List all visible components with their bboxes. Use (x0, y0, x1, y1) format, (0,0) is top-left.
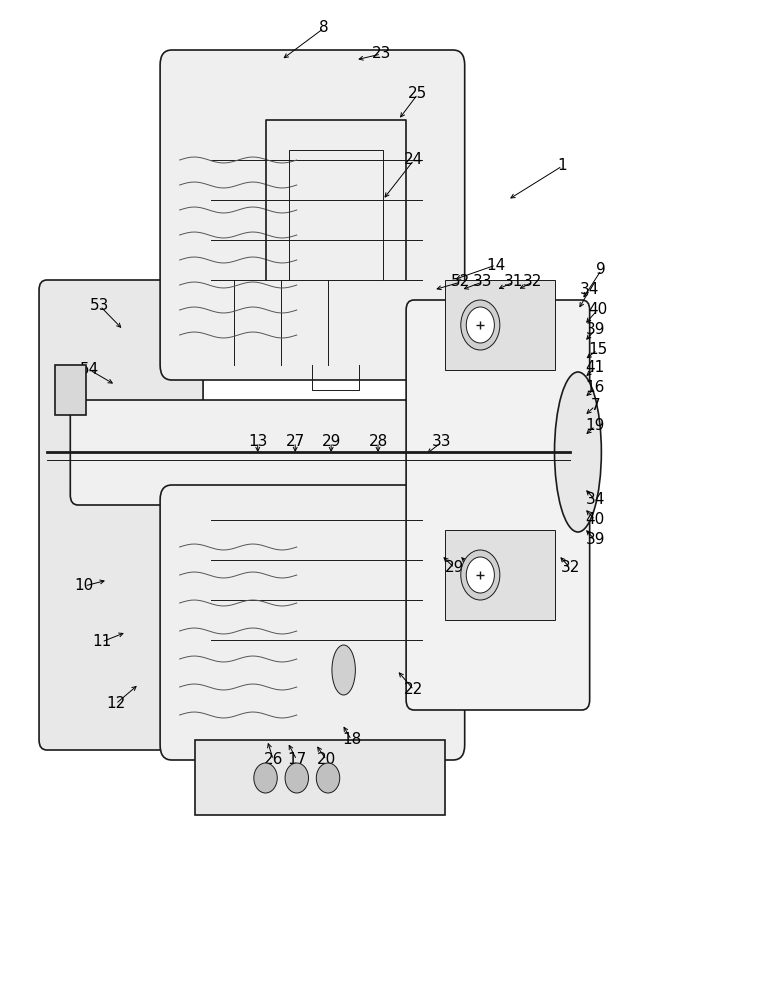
Text: 26: 26 (264, 752, 283, 768)
Text: 17: 17 (287, 752, 306, 768)
Text: 32: 32 (523, 274, 542, 290)
Ellipse shape (555, 372, 601, 532)
Text: 25: 25 (408, 87, 427, 102)
Circle shape (461, 550, 500, 600)
Text: 33: 33 (473, 274, 492, 290)
Text: 15: 15 (588, 342, 607, 358)
Text: 39: 39 (586, 532, 604, 548)
Text: 31: 31 (505, 274, 523, 290)
Bar (445, 530, 555, 620)
Circle shape (466, 557, 494, 593)
Text: 27: 27 (286, 434, 305, 450)
Text: 19: 19 (586, 418, 604, 434)
Bar (55, 365, 86, 415)
Text: 8: 8 (319, 20, 329, 35)
Text: 14: 14 (487, 257, 505, 272)
Text: 29: 29 (322, 434, 341, 450)
Text: 41: 41 (586, 360, 604, 375)
Circle shape (461, 300, 500, 350)
Circle shape (254, 763, 277, 793)
Text: 34: 34 (586, 492, 604, 508)
Text: 52: 52 (451, 274, 470, 290)
Text: 18: 18 (342, 732, 361, 748)
Bar (195, 740, 445, 815)
Text: 54: 54 (80, 362, 99, 377)
Text: 22: 22 (405, 682, 423, 698)
Text: 28: 28 (369, 434, 387, 450)
FancyBboxPatch shape (160, 485, 465, 760)
FancyBboxPatch shape (160, 50, 465, 380)
Text: 32: 32 (561, 560, 580, 576)
Text: 30: 30 (462, 560, 481, 576)
Text: 24: 24 (405, 152, 423, 167)
Text: 33: 33 (433, 434, 451, 450)
Text: 34: 34 (580, 282, 599, 298)
Text: 7: 7 (590, 398, 600, 414)
Circle shape (316, 763, 340, 793)
Text: 12: 12 (106, 696, 125, 712)
Text: 40: 40 (586, 512, 604, 528)
Text: 9: 9 (597, 262, 606, 277)
Text: 40: 40 (588, 302, 607, 318)
FancyBboxPatch shape (70, 400, 578, 505)
FancyBboxPatch shape (406, 300, 590, 710)
Text: 29: 29 (445, 560, 464, 576)
Circle shape (285, 763, 308, 793)
Text: 53: 53 (91, 298, 109, 314)
Circle shape (466, 307, 494, 343)
Text: 20: 20 (317, 752, 336, 768)
Text: 1: 1 (558, 158, 567, 174)
Ellipse shape (332, 645, 355, 695)
Text: 16: 16 (586, 380, 604, 395)
Text: 23: 23 (372, 46, 390, 62)
Bar (445, 280, 555, 370)
Text: 11: 11 (92, 635, 111, 650)
Text: 39: 39 (586, 322, 604, 338)
Text: 13: 13 (248, 434, 267, 450)
Text: 10: 10 (75, 578, 94, 593)
FancyBboxPatch shape (39, 280, 203, 750)
